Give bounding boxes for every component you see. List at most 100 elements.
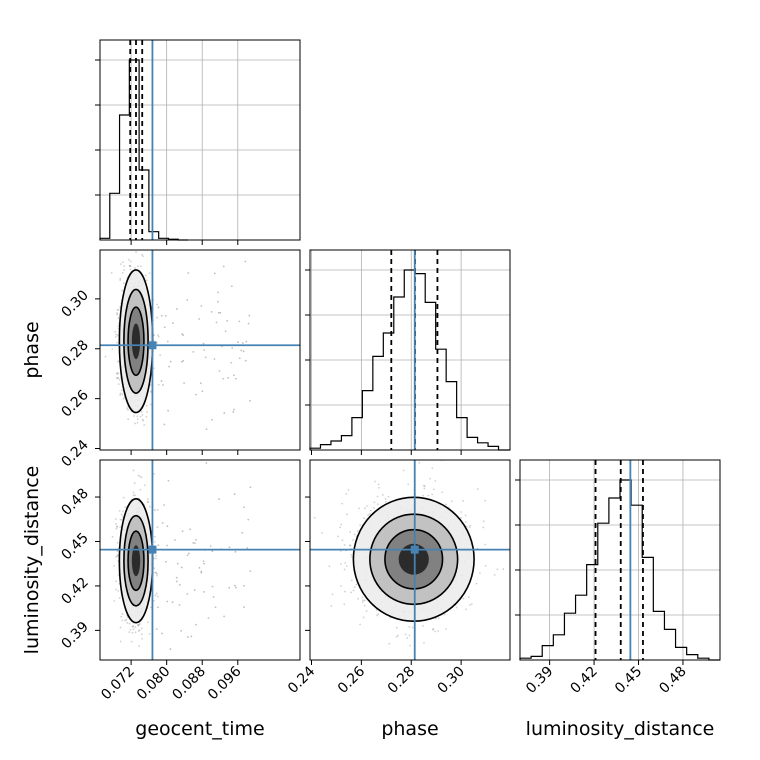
sample-point [431,628,434,631]
sample-point [395,626,398,629]
sample-point [155,555,157,557]
density-contour [398,543,429,575]
sample-point [450,500,453,503]
sample-point [131,631,134,634]
sample-point [205,428,208,431]
sample-point [157,606,159,609]
sample-point [134,626,137,629]
sample-point [434,480,437,482]
sample-point [218,498,220,500]
sample-point [128,264,131,267]
sample-point [431,493,434,496]
sample-point [470,603,473,606]
sample-point [423,487,426,490]
sample-point [195,393,198,396]
ylabel-luminosity-distance: luminosity_distance [21,466,43,655]
sample-point [345,492,348,495]
sample-point [193,589,196,591]
sample-point [245,340,248,343]
sample-point [119,279,122,281]
sample-point [180,629,183,632]
sample-point [141,637,144,640]
sample-point [227,376,230,379]
sample-point [153,567,155,570]
sample-point [164,314,167,317]
sample-point [212,595,215,598]
sample-point [132,494,135,497]
sample-point [249,570,252,573]
sample-point [129,628,132,631]
sample-point [116,308,119,311]
sample-point [373,506,375,509]
sample-point [116,554,119,556]
sample-point [423,485,426,488]
sample-point [145,415,148,418]
sample-point [131,215,133,217]
sample-point [214,444,216,446]
sample-point [368,512,371,515]
sample-point [119,277,122,280]
density-contour [131,545,141,577]
x-tick-label: 0.45 [612,664,645,697]
sample-point [455,606,458,609]
sample-point [343,568,346,571]
sample-point [408,625,411,628]
panel-content [310,460,510,660]
xlabel-phase: phase [381,718,438,740]
sample-point [176,308,178,310]
sample-point [422,484,425,487]
sample-point [247,322,250,325]
sample-point [437,617,440,620]
sample-point [120,615,123,618]
sample-point [154,509,156,511]
x-tick-label: 0.088 [169,664,209,704]
sample-point [116,313,119,316]
sample-point [377,613,380,615]
sample-point [233,408,235,411]
sample-point [153,334,155,336]
sample-point [167,409,170,412]
sample-point [228,546,231,549]
sample-point [238,357,241,360]
sample-point [169,360,172,363]
sample-point [123,265,126,267]
scatter-panel-phase-luminosity_distance [309,459,511,661]
sample-point [343,544,346,546]
sample-point [467,596,470,599]
y-tick-label: 0.28 [58,337,91,370]
sample-point [134,631,137,634]
xlabel-geocent-time: geocent_time [135,718,264,740]
sample-point [147,498,149,501]
sample-point [230,285,233,288]
sample-point [464,520,467,523]
sample-point [202,342,205,345]
sample-point [233,374,235,377]
sample-point [172,322,174,324]
sample-point [115,555,117,558]
sample-point [122,510,124,513]
sample-point [139,488,142,491]
sample-point [202,560,205,563]
sample-point [482,520,485,523]
sample-point [464,514,467,517]
sample-point [119,263,122,266]
sample-point [192,350,195,353]
sample-point [204,356,207,359]
sample-point [181,530,184,533]
sample-point [149,384,152,386]
scatter-panel-geocent_time-luminosity_distance [99,444,301,661]
sample-point [140,476,143,479]
sample-point [137,630,140,632]
sample-point [352,538,354,541]
sample-point [479,572,481,574]
sample-point [369,509,372,512]
sample-point [153,557,155,560]
sample-point [160,380,163,382]
sample-point [165,560,167,563]
sample-point [242,584,245,587]
sample-point [122,282,125,285]
sample-point [376,503,379,506]
sample-point [363,604,366,607]
sample-point [153,599,155,602]
y-tick-label: 0.45 [58,530,91,563]
